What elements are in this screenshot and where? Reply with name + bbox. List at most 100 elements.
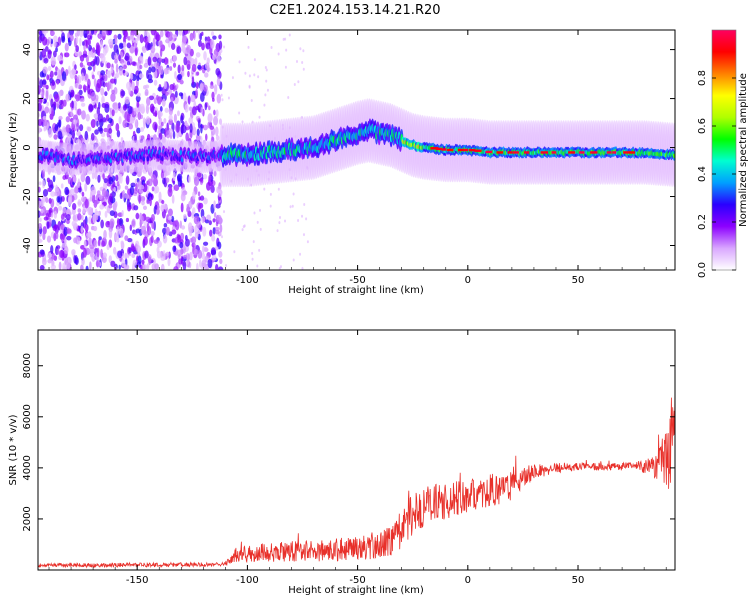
spectrogram-cell	[270, 46, 273, 50]
spectrogram-cell	[214, 226, 220, 231]
spectrogram-cell	[100, 87, 105, 96]
spectrogram-cell	[47, 49, 52, 59]
spectrogram-cell	[88, 44, 93, 52]
spectrogram-cell	[183, 254, 188, 259]
spectrogram-cell	[257, 75, 260, 79]
spectrogram-cell	[125, 175, 130, 185]
spectrogram-cell	[79, 30, 83, 38]
spectrogram-cell	[66, 137, 71, 145]
spectrogram-cell	[84, 182, 88, 192]
spectrogram-cell	[170, 96, 174, 103]
spectrogram-cell	[220, 93, 223, 97]
spectrogram-cell	[187, 222, 193, 232]
spectrogram-cell	[179, 241, 184, 249]
spectrogram-cell	[91, 74, 95, 80]
spectrogram-cell	[163, 68, 169, 75]
spectrogram-cell	[202, 245, 205, 254]
spectrogram-cell	[149, 103, 155, 113]
spectrogram-cell	[117, 33, 122, 40]
spectrogram-cell	[172, 130, 176, 140]
spectrogram-cell	[99, 204, 105, 210]
y-tick-label: 2000	[22, 506, 33, 531]
spectrogram-cell	[66, 256, 72, 265]
spectrogram-cell	[216, 214, 222, 221]
spectrogram-cell	[108, 176, 114, 185]
spectrogram-cell	[131, 253, 136, 259]
spectrogram-cell	[176, 249, 182, 257]
spectrogram-cell	[82, 208, 86, 214]
spectrogram-cell	[140, 195, 146, 202]
spectrogram-cell	[208, 220, 212, 226]
spectrogram-cell	[176, 110, 180, 117]
spectrogram-cell	[185, 123, 189, 128]
spectrogram-cell	[50, 212, 54, 218]
spectrogram-cell	[208, 105, 211, 111]
spectrogram-cell	[70, 109, 73, 117]
spectrogram-cell	[196, 71, 200, 76]
spectrogram-marks	[38, 30, 675, 270]
spectrogram-cell	[135, 183, 138, 192]
x-tick-label: -50	[349, 275, 365, 286]
spectrogram-cell	[138, 194, 141, 204]
spectrogram-cell	[159, 65, 164, 76]
spectrogram-cell	[116, 225, 120, 236]
spectrogram-cell	[92, 47, 96, 53]
spectrogram-cell	[65, 116, 71, 123]
spectrogram-cell	[81, 191, 85, 197]
spectrogram-cell	[152, 37, 156, 47]
spectrogram-cell	[76, 76, 80, 85]
spectrogram-cell	[53, 134, 58, 140]
spectrogram-cell	[108, 117, 113, 124]
spectrogram-cell	[196, 172, 202, 178]
spectrogram-cell	[197, 119, 201, 129]
spectrogram-cell	[292, 258, 295, 262]
spectrogram-cell	[67, 196, 72, 207]
spectrogram-cell	[164, 91, 169, 96]
spectrogram-cell	[231, 76, 234, 80]
spectrogram-cell	[79, 98, 85, 103]
spectrogram-cell	[213, 115, 219, 126]
spectrogram-cell	[139, 127, 145, 132]
spectrogram-cell	[185, 252, 191, 262]
spectrogram-cell	[170, 42, 176, 50]
spectrogram-cell	[77, 199, 82, 207]
spectrogram-cell	[219, 223, 223, 233]
spectrogram-cell	[93, 215, 99, 221]
colorbar-ticks: 0.0 0.2 0.4 0.6 0.8	[697, 70, 736, 278]
spectrogram-cell	[305, 217, 308, 221]
spectrogram-cell	[118, 116, 122, 125]
spectrogram-cell	[75, 45, 79, 53]
spectrogram-cell	[162, 234, 168, 244]
spectrogram-cell	[47, 259, 52, 264]
y-tick-label: 20	[22, 92, 33, 105]
spectrogram-cell	[85, 113, 90, 122]
spectrogram-cell	[47, 187, 53, 192]
spectrogram-cell	[68, 65, 71, 75]
spectrogram-cell	[46, 177, 50, 183]
spectrogram-cell	[65, 208, 71, 215]
spectrogram-cell	[79, 37, 82, 47]
spectrogram-cell	[295, 60, 298, 64]
spectrogram-cell	[579, 151, 585, 154]
spectrogram-y-ticks: -40 -20 0 20 40	[22, 43, 675, 254]
spectrogram-cell	[172, 245, 177, 253]
spectrogram-cell	[157, 86, 163, 92]
spectrogram-cell	[199, 259, 202, 268]
spectrogram-cell	[166, 122, 169, 133]
spectrogram-cell	[512, 151, 519, 154]
spectrogram-cell	[60, 30, 64, 33]
spectrogram-cell	[64, 42, 69, 52]
spectrogram-cell	[54, 71, 58, 76]
spectrogram-cell	[197, 202, 201, 213]
spectrogram-cell	[167, 208, 173, 217]
spectrogram-cell	[74, 64, 77, 71]
spectrogram-cell	[97, 174, 101, 183]
spectrogram-cell	[113, 73, 119, 79]
spectrogram-cell	[133, 107, 137, 116]
spectrogram-cell	[217, 266, 224, 270]
spectrogram-cell	[198, 196, 202, 201]
spectrogram-cell	[54, 188, 61, 197]
spectrogram-cell	[113, 246, 117, 255]
spectrogram-cell	[136, 35, 141, 41]
spectrogram-cell	[65, 124, 71, 133]
